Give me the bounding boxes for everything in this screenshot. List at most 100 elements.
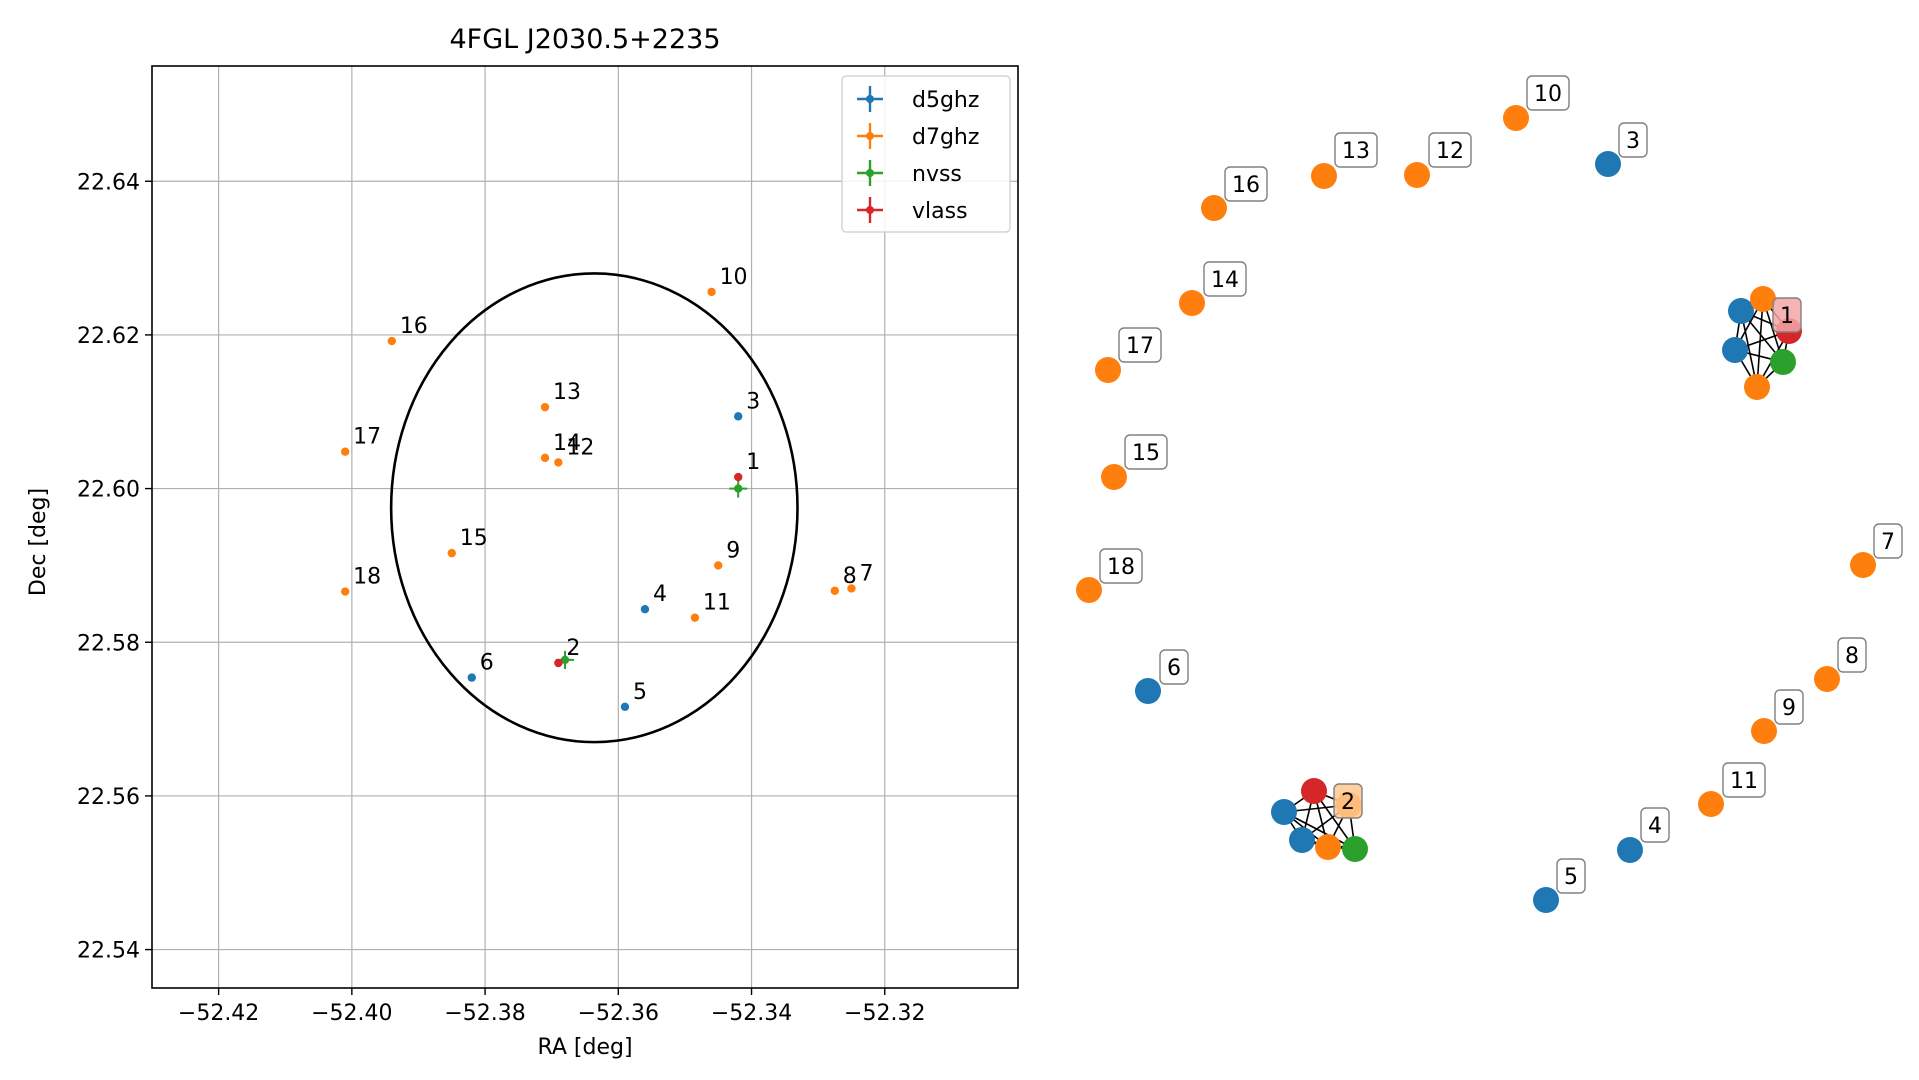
network-node-c2f xyxy=(1289,827,1315,853)
point-d5ghz-6 xyxy=(467,673,476,682)
legend: d5ghz d7ghz nvss vlass xyxy=(841,75,1011,233)
network-node-n3 xyxy=(1595,151,1621,177)
network-node-c1d xyxy=(1770,349,1796,375)
network-label-box-1 xyxy=(1772,297,1802,333)
network-node-c1a xyxy=(1728,298,1754,324)
point-d7ghz-15 xyxy=(447,548,456,558)
point-label-11: 11 xyxy=(703,591,731,616)
network-label-2: 2 xyxy=(1341,790,1355,815)
network-label-10: 10 xyxy=(1534,82,1562,107)
point-label-15: 15 xyxy=(460,526,488,551)
network-node-n14 xyxy=(1179,290,1205,316)
network-label-box-6 xyxy=(1159,649,1189,685)
x-tick-label: −52.38 xyxy=(444,1001,525,1026)
network-edge xyxy=(1283,811,1356,850)
legend-label-vlass: vlass xyxy=(912,199,968,224)
network-label-box-18 xyxy=(1099,548,1143,584)
point-label-17: 17 xyxy=(353,425,381,450)
point-label-7: 7 xyxy=(859,561,873,586)
legend-label-nvss: nvss xyxy=(912,162,962,187)
search-circle xyxy=(389,272,799,744)
network-node-c2d xyxy=(1342,836,1368,862)
network-label-18: 18 xyxy=(1107,555,1135,580)
point-d7ghz-13 xyxy=(540,402,550,412)
network-nodes xyxy=(1076,105,1876,913)
network-label-4: 4 xyxy=(1648,814,1662,839)
y-tick-label: 22.60 xyxy=(77,478,140,503)
data-points xyxy=(340,287,856,711)
network-label-11: 11 xyxy=(1730,769,1758,794)
network-label-box-11 xyxy=(1722,762,1766,798)
network-label-box-13 xyxy=(1334,132,1378,168)
point-d5ghz-3 xyxy=(734,412,743,421)
point-d7ghz-11 xyxy=(690,613,700,622)
point-label-8: 8 xyxy=(843,564,857,589)
point-d7ghz-8 xyxy=(830,586,840,595)
network-node-n18 xyxy=(1076,577,1102,603)
x-tick-label: −52.42 xyxy=(178,1001,259,1026)
point-label-13: 13 xyxy=(553,380,581,405)
point-d5ghz-5 xyxy=(620,702,630,711)
point-d7ghz-12 xyxy=(554,458,563,467)
network-label-box-5 xyxy=(1556,858,1586,894)
network-label-9: 9 xyxy=(1782,696,1796,721)
point-vlass-2 xyxy=(554,658,563,668)
network-node-n9 xyxy=(1751,718,1777,744)
chart-title: 4FGL J2030.5+2235 xyxy=(449,24,720,55)
network-label-box-16 xyxy=(1224,166,1268,202)
y-tick-label: 22.54 xyxy=(77,939,140,964)
legend-label-d5ghz: d5ghz xyxy=(912,88,979,113)
y-tick-label: 22.58 xyxy=(77,631,140,656)
y-tick-label: 22.62 xyxy=(77,324,140,349)
network-label-17: 17 xyxy=(1126,334,1154,359)
network-label-15: 15 xyxy=(1132,441,1160,466)
network-label-box-14 xyxy=(1203,261,1247,297)
network-node-c2a xyxy=(1271,799,1297,825)
network-edge xyxy=(1756,298,1764,388)
point-nvss-2 xyxy=(560,655,570,665)
point-d7ghz-10 xyxy=(707,287,716,297)
network-label-5: 5 xyxy=(1564,865,1578,890)
legend-dot-d5ghz xyxy=(866,95,874,103)
network-label-16: 16 xyxy=(1232,173,1260,198)
network-node-c1e xyxy=(1744,374,1770,400)
point-label-4: 4 xyxy=(653,582,667,607)
network-label-box-15 xyxy=(1124,434,1168,470)
network-label-14: 14 xyxy=(1211,268,1239,293)
point-nvss-1 xyxy=(734,484,743,493)
y-tick-label: 22.64 xyxy=(77,170,140,195)
network-node-n13 xyxy=(1311,163,1337,189)
network-label-box-3 xyxy=(1618,122,1648,158)
network-label-8: 8 xyxy=(1845,644,1859,669)
point-label-18: 18 xyxy=(353,565,381,590)
point-label-3: 3 xyxy=(746,389,760,414)
radio-source-scatter-chart: 4FGL J2030.5+2235 1234567891011121314151… xyxy=(26,24,1019,1060)
network-label-1: 1 xyxy=(1780,304,1794,329)
x-tick-label: −52.36 xyxy=(578,1001,659,1026)
network-node-n10 xyxy=(1503,105,1529,131)
network-label-box-12 xyxy=(1428,132,1472,168)
legend-dot-vlass xyxy=(866,206,874,214)
y-tick-label: 22.56 xyxy=(77,785,140,810)
network-label-3: 3 xyxy=(1626,129,1640,154)
point-vlass-1 xyxy=(734,472,743,482)
network-node-n4 xyxy=(1617,837,1643,863)
network-label-13: 13 xyxy=(1342,139,1370,164)
x-tick-label: −52.34 xyxy=(711,1001,792,1026)
network-label-box-10 xyxy=(1526,75,1570,111)
point-d5ghz-4 xyxy=(640,605,650,614)
point-d7ghz-17 xyxy=(340,447,350,456)
search-circle-layer xyxy=(389,272,799,744)
point-label-14: 14 xyxy=(553,431,581,456)
legend-label-d7ghz: d7ghz xyxy=(912,125,979,150)
network-node-n17 xyxy=(1095,357,1121,383)
network-node-n12 xyxy=(1404,162,1430,188)
point-label-10: 10 xyxy=(720,265,748,290)
network-label-box-8 xyxy=(1837,637,1867,673)
y-axis-ticks: 22.54 22.56 22.58 22.60 22.62 22.64 xyxy=(77,170,152,964)
point-label-9: 9 xyxy=(726,538,740,563)
network-label-7: 7 xyxy=(1881,530,1895,555)
network-node-c1b xyxy=(1750,286,1776,312)
